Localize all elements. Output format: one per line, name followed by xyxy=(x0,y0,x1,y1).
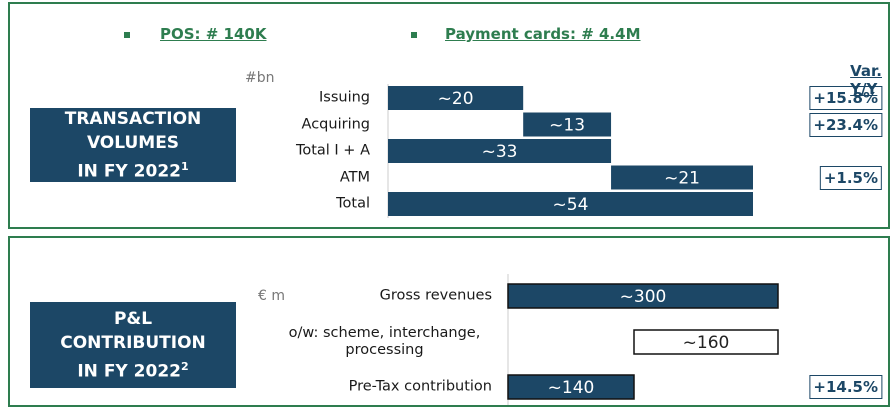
bar xyxy=(388,139,612,163)
change-title: Var. Y/Y xyxy=(850,62,882,98)
title-text: CONTRIBUTION xyxy=(60,332,206,353)
bullet: POS: # 140K xyxy=(160,25,267,43)
bullet: Payment cards: # 4.4M xyxy=(445,25,641,43)
bar xyxy=(388,86,524,110)
title-text: TRANSACTION xyxy=(64,108,202,129)
value-label: ~54 xyxy=(553,195,589,215)
title-line: CONTRIBUTION xyxy=(30,331,236,355)
value-label: ~13 xyxy=(549,116,585,136)
bar xyxy=(611,165,753,190)
title-line: IN FY 20222 xyxy=(30,355,236,384)
footnote: 2 xyxy=(180,359,189,373)
value-label: ~300 xyxy=(620,287,667,307)
unit-label: #bn xyxy=(245,70,275,86)
panel-title: P&L CONTRIBUTION IN FY 20222 xyxy=(30,302,236,388)
unit-label: € m xyxy=(258,288,285,304)
title-text: IN FY 2022 xyxy=(77,161,181,182)
change-label: +1.5% xyxy=(819,165,882,190)
category-label: Pre-Tax contribution xyxy=(348,378,492,395)
value-label: ~33 xyxy=(482,142,518,162)
category-label: Total xyxy=(336,195,370,212)
category-label: Gross revenues xyxy=(379,287,492,304)
title-line: P&L xyxy=(30,307,236,331)
value-label: ~20 xyxy=(438,89,474,109)
category-label: o/w: scheme, interchange, processing xyxy=(288,325,481,358)
bar xyxy=(507,283,779,309)
title-line: VOLUMES xyxy=(30,131,236,155)
change-label: +15.8% xyxy=(809,86,882,110)
change-label: +14.5% xyxy=(809,375,882,399)
category-label: ATM xyxy=(339,169,370,185)
bar xyxy=(523,112,612,137)
panel-title: TRANSACTION VOLUMES IN FY 20221 xyxy=(30,108,236,182)
panel xyxy=(8,2,890,229)
panel xyxy=(8,236,890,407)
title-text: IN FY 2022 xyxy=(77,361,181,382)
category-label: Issuing xyxy=(319,89,370,106)
value-label: ~160 xyxy=(683,333,730,353)
bar xyxy=(633,329,779,355)
category-label: Total I + A xyxy=(295,142,370,159)
title-line: IN FY 20221 xyxy=(30,155,236,184)
category-label: Acquiring xyxy=(301,116,370,132)
bullet-marker xyxy=(411,32,417,38)
bar xyxy=(388,192,753,216)
title-text: VOLUMES xyxy=(86,132,180,153)
bar xyxy=(507,374,635,400)
value-label: ~21 xyxy=(664,169,700,189)
value-label: ~140 xyxy=(548,378,595,398)
title-text: P&L xyxy=(113,308,153,329)
footnote: 1 xyxy=(180,159,189,173)
bullet-marker xyxy=(124,32,130,38)
title-line: TRANSACTION xyxy=(30,107,236,131)
change-label: +23.4% xyxy=(809,112,882,137)
